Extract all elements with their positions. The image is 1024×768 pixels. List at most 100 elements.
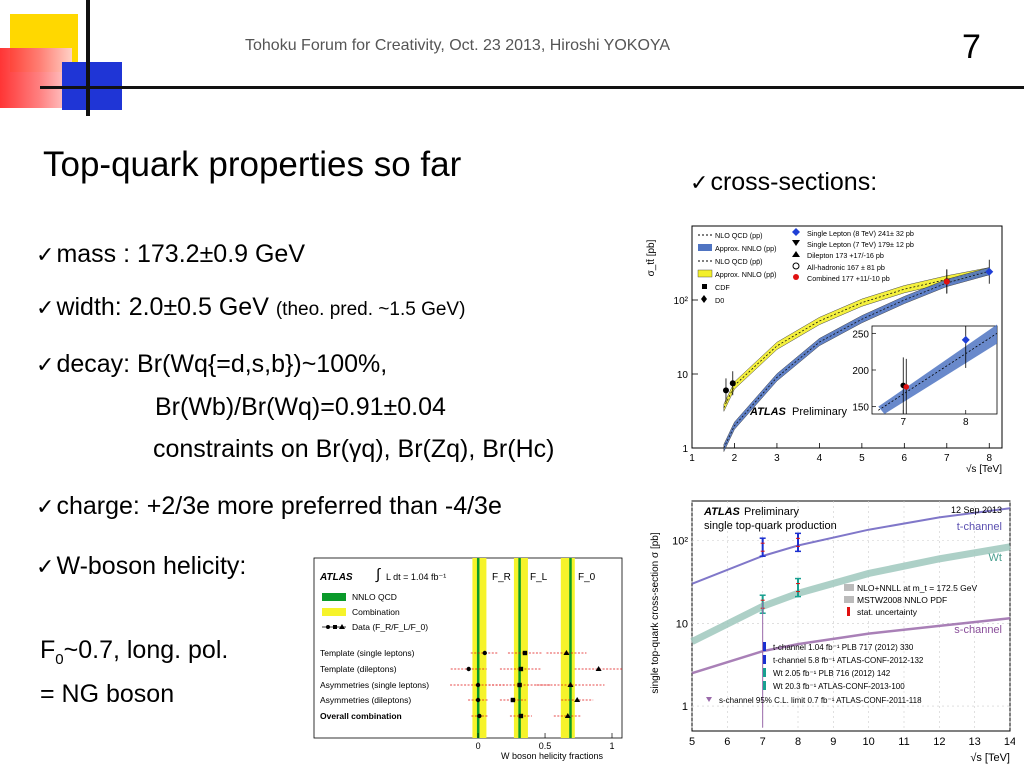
x-tick-label: 4	[817, 453, 823, 464]
legend-swatch	[844, 584, 854, 591]
header-title: Tohoku Forum for Creativity, Oct. 23 201…	[245, 37, 671, 54]
bullet-width-text: width: 2.0±0.5 GeV	[56, 293, 269, 321]
series-line	[690, 543, 1011, 645]
w-helicity-chart: Template (single leptons) Template (dilep…	[312, 556, 624, 764]
legend-label: Data (F_R/F_L/F_0)	[352, 622, 428, 632]
curve-label-t-channel: t-channel	[957, 521, 1002, 533]
x-tick-label: 3	[774, 453, 780, 464]
series-line	[691, 507, 1011, 585]
legend-swatch	[333, 625, 337, 629]
x-tick-label: 8	[795, 736, 801, 748]
check-icon: ✓	[690, 171, 709, 196]
row-label: Template (dileptons)	[320, 664, 397, 674]
legend-label: t-channel 1.04 fb⁻¹ PLB 717 (2012) 330	[773, 643, 914, 652]
data-point	[595, 666, 602, 671]
logo-red-square	[0, 48, 72, 108]
y-tick-label: 1	[682, 701, 688, 713]
legend-swatch	[702, 284, 707, 289]
legend-label: NLO QCD (pp̄)	[715, 257, 763, 266]
plot-frame	[313, 557, 623, 739]
data-point	[518, 666, 524, 672]
row-label: Template (single leptons)	[320, 648, 415, 658]
data-point	[574, 697, 581, 702]
bullet-mass-text: mass : 173.2±0.9 GeV	[56, 240, 306, 268]
f0-symbol: F	[40, 636, 56, 664]
x-tick-labels: 0 0.5 1	[476, 733, 615, 751]
inset-x-tick: 7	[900, 417, 906, 428]
chart-date: 12 Sep 2013	[951, 505, 1002, 515]
inset-line	[878, 332, 998, 411]
legend-swatch	[793, 274, 799, 280]
lumi-label: L dt = 1.04 fb⁻¹	[386, 572, 446, 582]
row-label: Overall combination	[320, 711, 402, 721]
f0-subscript: 0	[55, 651, 64, 668]
atlas-brand: ATLAS	[749, 406, 787, 418]
bullet-cross-sections-text: cross-sections:	[710, 168, 878, 196]
y-axis-label: σ_tt̄ [pb]	[645, 239, 657, 276]
y-tick-label: 10²	[674, 296, 689, 307]
grid	[691, 299, 990, 449]
x-tick-label: 6	[724, 736, 730, 748]
page-number: 7	[962, 28, 981, 66]
x-tick-label: 9	[830, 736, 836, 748]
x-tick-label: 2	[732, 453, 738, 464]
check-icon: ✓	[36, 353, 55, 378]
x-tick-labels: 1 2 3 4 5 6 7 8	[689, 453, 992, 464]
legend-label: Single Lepton (8 TeV) 241± 32 pb	[807, 229, 914, 238]
row-label: Asymmetries (dileptons)	[320, 695, 411, 705]
bullet-helicity-text: W-boson helicity:	[56, 552, 247, 580]
y-tick-label: 10²	[672, 536, 688, 548]
atlas-brand: ATLAS	[319, 572, 353, 583]
check-icon: ✓	[36, 495, 55, 520]
legend-swatch	[792, 228, 800, 236]
f0-line2: = NG boson	[40, 680, 175, 708]
data-point	[475, 697, 481, 703]
slide-title: Top-quark properties so far	[43, 145, 462, 184]
legend-label: Approx. NNLO (pp)	[715, 244, 777, 253]
bullet-charge: ✓charge: +2/3e more preferred than -4/3e	[36, 492, 502, 521]
x-tick-label: 0.5	[539, 741, 552, 751]
chart-background	[312, 556, 624, 764]
legend-label: Combination	[352, 607, 400, 617]
check-icon: ✓	[36, 296, 55, 321]
series-line	[691, 617, 1011, 675]
single-top-chart: 5 6 7 8 9 10 11 12 13 14 1 10 10² single top-quark …	[650, 500, 1015, 764]
bullet-width: ✓width: 2.0±0.5 GeV (theo. pred. ~1.5 Ge…	[36, 293, 465, 322]
data-point	[510, 697, 516, 703]
legend: NLO+NNLL at m_t = 172.5 GeV MSTW2008 NNLO…	[706, 583, 977, 705]
inset-band	[878, 324, 997, 414]
y-tick-labels: 1 10 10²	[672, 536, 688, 714]
inset-y-tick: 250	[852, 329, 869, 340]
series-line	[723, 270, 990, 449]
header-divider	[40, 86, 1024, 89]
logo-vertical-line	[86, 0, 90, 116]
bullet-mass: ✓mass : 173.2±0.9 GeV	[36, 240, 305, 269]
data-point	[475, 682, 481, 688]
theory-bands	[690, 507, 1011, 675]
curve-label-wt: Wt	[989, 552, 1002, 564]
legend-label: CDF	[715, 283, 730, 292]
bullet-helicity: ✓W-boson helicity:	[36, 552, 246, 581]
legend-label: stat. uncertainty	[857, 607, 918, 617]
legend-label: Wt 2.05 fb⁻¹ PLB 716 (2012) 142	[773, 669, 891, 678]
bullet-decay-line3: constraints on Br(γq), Br(Zq), Br(Hc)	[153, 435, 555, 463]
inset-point	[961, 335, 970, 344]
data-point	[985, 267, 994, 276]
legend-swatch	[844, 596, 854, 603]
legend-swatch	[763, 668, 766, 677]
inset-x-tick: 8	[963, 417, 969, 428]
atlas-note: Preliminary	[792, 406, 848, 418]
x-tick-label: 5	[689, 736, 695, 748]
data-point	[482, 650, 487, 656]
check-icon: ✓	[36, 243, 55, 268]
x-tick-label: 7	[760, 736, 766, 748]
legend-label: Wt 20.3 fb⁻¹ ATLAS-CONF-2013-100	[773, 682, 905, 691]
legend-swatch	[326, 625, 330, 629]
integral-sign: ∫	[375, 566, 382, 583]
f0-note: F0~0.7, long. pol. = NG boson	[40, 633, 228, 711]
legend-swatch	[698, 244, 712, 251]
combination-band	[560, 558, 575, 738]
data-point	[477, 713, 482, 719]
inset-point	[903, 384, 910, 390]
check-icon: ✓	[36, 555, 55, 580]
